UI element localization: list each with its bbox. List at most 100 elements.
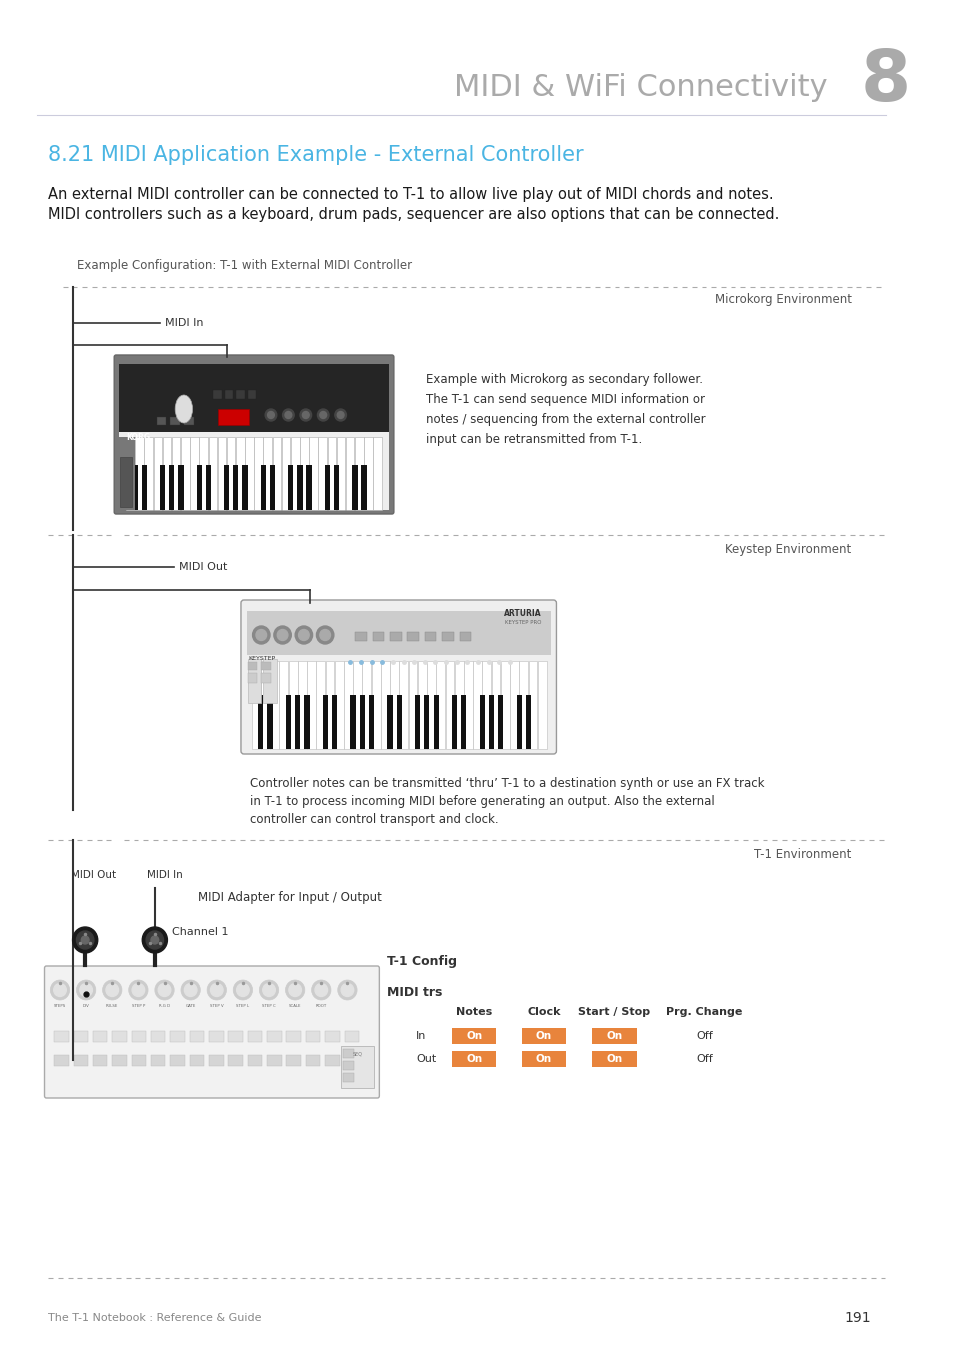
Bar [190, 1054, 204, 1067]
Bar [169, 464, 174, 510]
Text: STEP L: STEP L [236, 1004, 249, 1008]
Bar [144, 437, 152, 510]
Bar [297, 662, 307, 749]
Bar [260, 464, 266, 510]
Bar [248, 662, 257, 670]
Bar [332, 695, 336, 749]
Bar [54, 1054, 69, 1067]
Circle shape [181, 980, 200, 1000]
Bar [592, 1052, 636, 1066]
Bar [306, 1054, 320, 1067]
Text: On: On [606, 1054, 622, 1064]
Bar [424, 632, 436, 641]
Text: T-1 Config: T-1 Config [387, 956, 456, 968]
Bar [270, 662, 279, 749]
Bar [518, 662, 528, 749]
Bar [206, 464, 211, 510]
Bar [248, 674, 257, 683]
Text: STEPS: STEPS [53, 1004, 66, 1008]
Text: STEP C: STEP C [262, 1004, 275, 1008]
Circle shape [335, 409, 346, 421]
Text: MIDI In: MIDI In [147, 869, 183, 880]
Circle shape [76, 980, 95, 1000]
Text: On: On [536, 1031, 552, 1041]
Bar [209, 1031, 223, 1042]
Bar [245, 437, 253, 510]
Bar [344, 1054, 358, 1067]
Bar [325, 1054, 339, 1067]
Bar [415, 695, 419, 749]
Bar [160, 464, 165, 510]
Bar [279, 662, 288, 749]
Bar [306, 464, 312, 510]
Circle shape [282, 409, 294, 421]
Bar [361, 464, 366, 510]
Text: MIDI In: MIDI In [164, 319, 203, 328]
Bar [342, 1073, 354, 1081]
Circle shape [316, 626, 334, 644]
Bar [362, 662, 371, 749]
Bar [537, 662, 546, 749]
Text: DIV: DIV [83, 1004, 90, 1008]
Text: SCALE: SCALE [289, 1004, 301, 1008]
Bar [592, 1027, 636, 1044]
Bar [364, 437, 373, 510]
Circle shape [233, 980, 253, 1000]
Circle shape [236, 984, 249, 996]
Bar [267, 1031, 281, 1042]
Bar [521, 1052, 565, 1066]
FancyBboxPatch shape [241, 599, 556, 755]
Circle shape [265, 409, 276, 421]
Text: KEYSTEP: KEYSTEP [249, 656, 275, 660]
Bar [178, 464, 183, 510]
Bar [294, 695, 300, 749]
Bar [491, 662, 500, 749]
Bar [424, 695, 429, 749]
Circle shape [158, 984, 171, 996]
Circle shape [207, 980, 226, 1000]
Bar [119, 437, 134, 510]
Bar [119, 432, 389, 510]
Bar [217, 409, 249, 425]
Text: MIDI controllers such as a keyboard, drum pads, sequencer are also options that : MIDI controllers such as a keyboard, dru… [49, 208, 779, 223]
Circle shape [274, 626, 291, 644]
Text: Keystep Environment: Keystep Environment [724, 544, 851, 556]
Bar [334, 464, 339, 510]
Bar [521, 1027, 565, 1044]
Text: MIDI Out: MIDI Out [179, 562, 227, 572]
Bar [399, 662, 408, 749]
Bar [248, 1054, 262, 1067]
Bar [181, 437, 190, 510]
Circle shape [81, 936, 89, 944]
Bar [227, 437, 235, 510]
Bar [151, 1031, 165, 1042]
Text: PULSE: PULSE [106, 1004, 118, 1008]
Bar [73, 1054, 88, 1067]
Bar [387, 695, 392, 749]
Text: On: On [606, 1031, 622, 1041]
Text: GATE: GATE [185, 1004, 195, 1008]
Text: MIDI & WiFi Connectivity: MIDI & WiFi Connectivity [454, 73, 826, 103]
Bar [190, 1031, 204, 1042]
Circle shape [72, 927, 97, 953]
Text: Microkorg Environment: Microkorg Environment [714, 293, 851, 306]
Circle shape [129, 980, 148, 1000]
Bar [286, 695, 291, 749]
Bar [288, 464, 294, 510]
Bar [407, 632, 418, 641]
Bar [342, 1049, 354, 1058]
Circle shape [146, 931, 163, 949]
Bar [132, 464, 137, 510]
Bar [263, 659, 276, 703]
Bar [336, 437, 345, 510]
Circle shape [262, 984, 275, 996]
Bar [73, 1031, 88, 1042]
Circle shape [132, 984, 145, 996]
Bar [380, 662, 390, 749]
Circle shape [312, 980, 331, 1000]
Bar [273, 437, 281, 510]
Bar [267, 1054, 281, 1067]
Bar [436, 662, 445, 749]
Bar [452, 695, 456, 749]
Circle shape [285, 412, 292, 418]
